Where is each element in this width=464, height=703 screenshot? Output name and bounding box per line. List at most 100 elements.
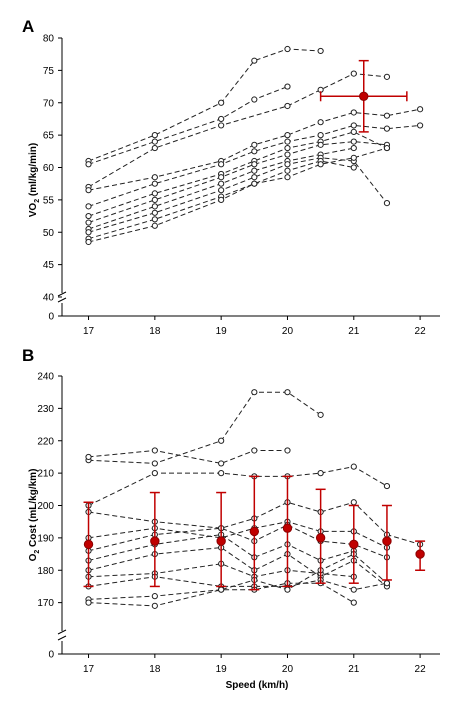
panel-b-series-point xyxy=(151,602,158,609)
panel-b-series-point xyxy=(218,437,225,444)
panel-a-series-point xyxy=(85,219,92,226)
panel-a-y-tick-label: 40 xyxy=(43,293,55,304)
panel-b-series-point xyxy=(151,460,158,467)
panel-b-mean-point xyxy=(83,539,94,550)
panel-a-x-tick-label: 18 xyxy=(149,326,161,337)
panel-b-series-point xyxy=(350,586,357,593)
panel-a-series-point xyxy=(251,57,258,64)
panel-a-series-point xyxy=(350,138,357,145)
panel-b-y-tick-label: 180 xyxy=(37,566,54,577)
panel-a-series-point xyxy=(383,200,391,207)
panel-a-mean-point xyxy=(359,91,369,101)
panel-a-series-point xyxy=(350,109,357,116)
panel-b-series-point xyxy=(317,470,324,477)
panel-a-y-tick-label: 80 xyxy=(43,34,55,45)
panel-a-y-tick-label: 0 xyxy=(48,312,54,323)
panel-a-series-point xyxy=(218,161,225,168)
panel-b-axis-break-mark xyxy=(57,629,67,635)
panel-a-series-point xyxy=(284,167,291,174)
panel-a-series-point xyxy=(218,115,225,123)
panel-b-series-line xyxy=(88,501,421,545)
panel-a-series-point xyxy=(317,141,324,148)
panel-a-x-tick-label: 17 xyxy=(83,326,95,337)
panel-a-series-point xyxy=(251,96,258,103)
panel-b-series-line xyxy=(88,466,388,506)
panel-a-series-line xyxy=(88,131,388,217)
panel-a-x-tick-label: 19 xyxy=(216,326,228,337)
panel-a-series-point xyxy=(284,132,291,139)
panel-a-y-tick-label: 70 xyxy=(43,98,55,109)
panel-a: A VO2 (ml/kg/min) 0 40 45 50 55 60 65 70 75 80 17 1… xyxy=(22,17,440,337)
panel-a-series-point xyxy=(284,151,291,158)
panel-a-series-point xyxy=(251,167,258,174)
panel-a-series-point xyxy=(218,196,225,203)
panel-b-series-point xyxy=(350,499,357,506)
panel-a-series-point xyxy=(85,238,92,246)
panel-b-mean-point xyxy=(382,536,392,546)
panel-b-y-tick-label: 190 xyxy=(37,533,54,544)
panel-b-series-point xyxy=(251,447,258,454)
panel-b-series-point xyxy=(85,453,92,461)
panel-b-series-point xyxy=(218,586,225,593)
panel-a-series-point xyxy=(284,144,291,152)
panel-b-series-point xyxy=(284,447,291,454)
panel-a-series-point xyxy=(151,222,158,229)
panel-a-series-point xyxy=(251,174,258,181)
panel-a-series-point xyxy=(350,154,357,161)
panel-a-y-tick-label: 75 xyxy=(43,66,55,77)
panel-b-x-axis-title: Speed (km/h) xyxy=(226,680,289,691)
panel-a-series-point xyxy=(350,70,357,77)
panel-a-series-line xyxy=(88,108,421,191)
panel-b-series-point xyxy=(317,411,324,418)
panel-a-series-point xyxy=(317,132,324,139)
panel-a-series-point xyxy=(151,180,158,187)
panel-b-series-line xyxy=(88,391,321,464)
panel-a-series-point xyxy=(317,47,324,55)
panel-b-series-point xyxy=(251,389,258,396)
panel-b-y-tick-label: 170 xyxy=(37,598,54,609)
panel-a-y-tick-label: 60 xyxy=(43,163,55,174)
panel-b-series-point xyxy=(383,482,391,490)
panel-b-x-tick-label: 21 xyxy=(348,664,360,675)
panel-b-mean-point xyxy=(349,539,359,550)
panel-a-series-point xyxy=(383,125,391,132)
panel-a-series-point xyxy=(151,196,158,203)
panel-a-x-tick-label: 20 xyxy=(282,326,294,337)
panel-a-x-tick-label: 22 xyxy=(415,326,427,337)
panel-a-series-point xyxy=(251,180,258,187)
panel-a-series-line xyxy=(88,73,387,188)
panel-a-series-point xyxy=(251,148,258,155)
panel-b-series-point xyxy=(151,593,158,600)
panel-b-series-line xyxy=(88,524,388,558)
panel-b-series-point xyxy=(218,470,225,477)
panel-a-axis-break-mark xyxy=(57,297,67,303)
panel-b-mean-point xyxy=(150,536,160,546)
panel-b-series-line xyxy=(88,449,288,464)
panel-a-series-point xyxy=(284,45,291,53)
panel-a-series-point xyxy=(350,144,357,152)
panel-b-series-point xyxy=(218,460,225,467)
panel-b-mean-point xyxy=(282,523,293,533)
panel-b-mean-point xyxy=(315,533,326,543)
panel-a-series-point xyxy=(151,209,158,216)
panel-a-series-point xyxy=(151,203,158,210)
panel-b-mean-point xyxy=(249,526,260,537)
panel-a-series-point xyxy=(383,73,391,80)
panel-a-series-point xyxy=(151,174,158,181)
panel-b-y-tick-label: 240 xyxy=(37,372,54,383)
panel-a-series-point xyxy=(284,83,291,90)
panel-a-series-point xyxy=(284,174,291,181)
panel-a-series-point xyxy=(218,180,225,187)
panel-b-series-point xyxy=(350,599,357,606)
panel-a-series-point xyxy=(383,144,391,152)
panel-b-y-axis-title: O2 Cost (mL/kg/km) xyxy=(28,469,41,562)
panel-b-mean-point xyxy=(415,549,425,559)
panel-a-series-line xyxy=(88,157,388,233)
panel-b-series-point xyxy=(284,389,291,396)
panel-b: B O2 Cost (mL/kg/km) Speed (km/h) 0 170 18… xyxy=(22,346,440,691)
panel-a-series-point xyxy=(350,164,357,171)
panel-b-series-point xyxy=(151,447,158,454)
panel-a-series-line xyxy=(88,48,321,162)
panel-a-series-point xyxy=(151,190,158,197)
panel-b-series-line xyxy=(88,521,388,549)
